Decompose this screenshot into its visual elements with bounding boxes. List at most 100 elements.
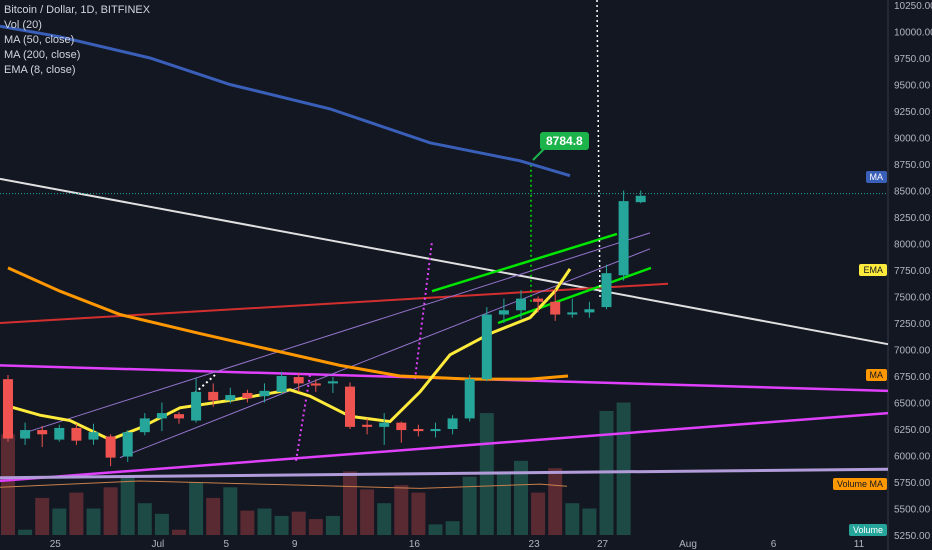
legend-ema: EMA (8, close)	[4, 64, 76, 76]
y-tick-label: 9000.00	[894, 134, 931, 145]
y-tick-label: 7000.00	[894, 346, 931, 357]
candle-body	[310, 383, 321, 386]
candle-body	[139, 418, 150, 433]
legend: Bitcoin / Dollar, 1D, BITFINEX Vol (20) …	[4, 3, 150, 78]
volume-bar	[154, 513, 169, 535]
candle-body	[88, 432, 99, 440]
x-tick-label: Jul	[152, 539, 165, 550]
volume-bar	[325, 515, 340, 535]
ma50-line	[7, 266, 569, 381]
candle-body	[550, 301, 561, 315]
candle-body	[293, 377, 304, 384]
candle-body	[20, 430, 31, 439]
x-tick-label: 9	[292, 539, 298, 550]
volume-bar	[240, 510, 255, 535]
volume-bar	[189, 482, 204, 535]
volume-bar	[445, 521, 460, 535]
candle-body	[225, 395, 236, 401]
volume-ma-line	[0, 480, 568, 489]
candle-body	[601, 273, 612, 308]
candle-body	[37, 430, 48, 435]
y-tick-label: 6750.00	[894, 372, 931, 383]
candle-body	[498, 310, 509, 315]
y-tick-label: 5250.00	[894, 531, 931, 542]
candle-body	[447, 418, 458, 429]
candle-body	[584, 309, 595, 313]
legend-vol: Vol (20)	[4, 19, 42, 31]
candle-body	[516, 298, 526, 311]
volume-bar	[120, 476, 135, 535]
y-tick-label: 10000.00	[894, 28, 932, 39]
y-tick-label: 9750.00	[894, 54, 931, 65]
candle-body	[464, 379, 475, 419]
y-tick-label: 9250.00	[894, 107, 931, 118]
x-tick-label: 5	[224, 539, 230, 550]
volume-bar	[531, 492, 546, 535]
volume-bar	[308, 519, 323, 535]
candle-body	[242, 392, 253, 399]
volume-bar	[35, 497, 50, 535]
ma50-tag: MA	[865, 369, 887, 381]
ma200-line	[0, 24, 571, 178]
candle-body	[413, 429, 424, 432]
volume-bar	[616, 402, 631, 535]
volume-bar	[86, 508, 101, 535]
volume-bar	[548, 468, 563, 535]
volume-bar	[257, 508, 272, 535]
volume-bar	[291, 511, 306, 535]
y-tick-label: 5500.00	[894, 505, 931, 516]
volume-bar	[565, 503, 580, 535]
trendline-white	[0, 177, 889, 346]
y-tick-label: 10250.00	[894, 1, 932, 12]
x-tick-label: Aug	[679, 539, 697, 550]
candle-body	[191, 391, 202, 421]
volume-bar	[394, 485, 409, 535]
volume-bar	[1, 434, 15, 535]
y-tick-label: 5750.00	[894, 478, 931, 489]
y-tick-label: 7750.00	[894, 266, 931, 277]
candle-body	[618, 201, 629, 276]
volume-tag: Volume	[848, 524, 887, 536]
channel-green-bottom	[497, 266, 652, 325]
candle-body	[533, 298, 544, 302]
x-tick-label: 23	[529, 539, 541, 550]
candle-body	[208, 391, 219, 401]
trendline-magenta-bottom	[0, 411, 889, 483]
channel-thin-top	[19, 232, 651, 435]
y-tick-label: 7250.00	[894, 319, 931, 330]
candle-body	[174, 414, 184, 419]
dotted-magenta-1	[414, 241, 433, 380]
volume-bar	[428, 524, 443, 535]
volume-bar	[206, 497, 221, 535]
candle-body	[362, 424, 373, 427]
y-tick-label: 7500.00	[894, 293, 931, 304]
candle-body	[54, 427, 65, 440]
x-tick-label: 11	[854, 539, 865, 550]
volume-bar	[18, 529, 33, 535]
trendline-lavender	[0, 467, 889, 480]
volume-bar	[274, 515, 289, 535]
volume-bar	[496, 471, 511, 535]
volume-bar	[343, 471, 357, 535]
candle-body	[379, 422, 390, 427]
ema-tag: EMA	[859, 264, 887, 276]
candle-body	[396, 422, 407, 431]
candle-body	[3, 379, 13, 439]
y-tick-label: 8500.00	[894, 187, 931, 198]
volume-bar	[514, 460, 528, 535]
candle-body	[259, 390, 270, 397]
legend-ma200: MA (200, close)	[4, 49, 81, 61]
channel-green-top	[431, 232, 618, 293]
candle-body	[71, 427, 82, 441]
candle-body	[481, 314, 492, 380]
volume-bar	[103, 487, 118, 535]
volume-bar	[360, 489, 375, 535]
volume-bar	[52, 508, 67, 535]
y-tick-label: 6250.00	[894, 425, 931, 436]
candle-body	[105, 436, 116, 458]
y-tick-label: 8000.00	[894, 240, 931, 251]
candle-body	[635, 195, 646, 203]
x-tick-label: 16	[409, 539, 421, 550]
